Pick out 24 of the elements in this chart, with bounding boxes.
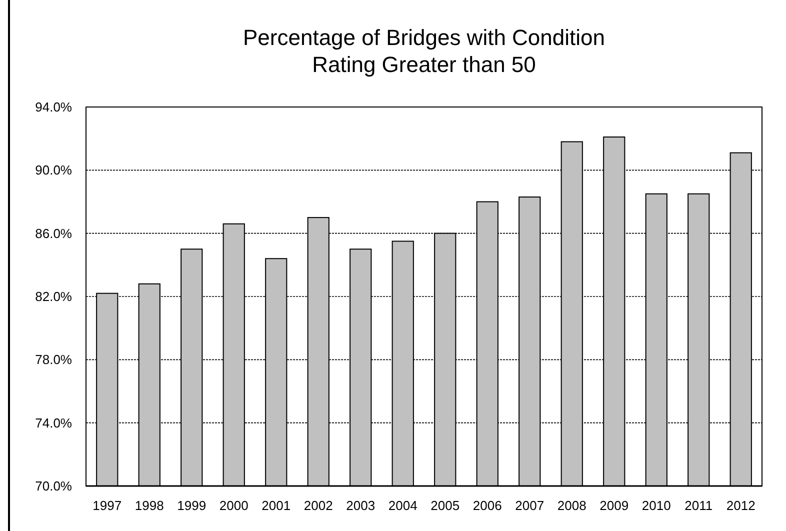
x-tick-label: 2005: [430, 498, 460, 513]
y-tick-label: 94.0%: [35, 100, 72, 115]
x-tick-label: 1999: [177, 498, 206, 513]
y-tick-label: 82.0%: [35, 289, 72, 304]
x-tick-label: 1997: [92, 498, 122, 513]
x-tick-label: 2007: [515, 498, 544, 513]
x-tick-label: 2002: [304, 498, 333, 513]
x-tick-label: 2008: [557, 498, 586, 513]
x-tick-label: 2010: [642, 498, 671, 513]
x-tick-label: 2011: [684, 498, 713, 513]
x-tick-label: 2012: [726, 498, 756, 513]
y-tick-label: 78.0%: [35, 352, 72, 368]
x-tick-label: 1998: [134, 498, 164, 513]
y-tick-label: 74.0%: [35, 415, 72, 430]
y-tick-label: 90.0%: [35, 162, 72, 178]
x-tick-label: 2004: [388, 498, 418, 513]
y-tick-label: 86.0%: [35, 226, 72, 241]
x-tick-label: 2006: [472, 498, 502, 513]
y-tick-label: 70.0%: [35, 478, 72, 494]
x-tick-label: 2003: [346, 498, 376, 513]
x-tick-label: 2009: [600, 498, 629, 513]
x-tick-label: 2001: [262, 498, 291, 513]
chart-title: Percentage of Bridges with Condition Rating Greater than 50: [243, 25, 605, 77]
x-tick-label: 2000: [219, 498, 248, 513]
